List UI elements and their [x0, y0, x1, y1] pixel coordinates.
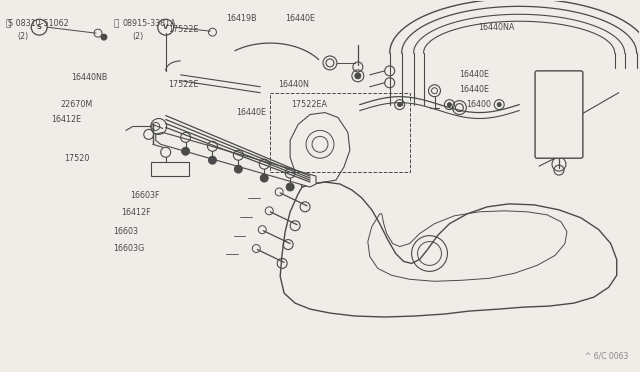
Text: 16440N: 16440N — [278, 80, 310, 89]
Text: Ⓥ: Ⓥ — [114, 19, 119, 28]
Text: 16440NB: 16440NB — [72, 73, 108, 81]
Circle shape — [286, 183, 294, 191]
Circle shape — [567, 149, 571, 153]
Text: 16603F: 16603F — [130, 191, 159, 200]
Text: 16603G: 16603G — [113, 244, 144, 253]
Text: (2): (2) — [132, 32, 143, 41]
Text: S: S — [36, 24, 42, 30]
Text: 08915-3381A: 08915-3381A — [122, 19, 176, 28]
Text: S 08310-51062: S 08310-51062 — [8, 19, 68, 28]
Bar — [151, 162, 189, 176]
Circle shape — [497, 103, 501, 107]
Circle shape — [209, 156, 216, 164]
Circle shape — [182, 147, 189, 155]
Text: ^ 6/C 0063: ^ 6/C 0063 — [585, 352, 628, 361]
Circle shape — [447, 103, 451, 107]
Text: 17522EA: 17522EA — [291, 100, 327, 109]
Text: 16440E: 16440E — [459, 70, 489, 78]
Polygon shape — [156, 132, 316, 187]
Text: 17522E: 17522E — [168, 80, 199, 89]
Text: V: V — [163, 24, 168, 30]
Text: 22670M: 22670M — [60, 100, 92, 109]
FancyBboxPatch shape — [535, 71, 583, 158]
Circle shape — [260, 174, 268, 182]
Circle shape — [234, 165, 243, 173]
Text: 16412F: 16412F — [121, 208, 151, 217]
Text: 16440E: 16440E — [236, 108, 266, 117]
Text: 16400: 16400 — [467, 100, 492, 109]
Text: Ⓢ: Ⓢ — [6, 19, 12, 28]
Circle shape — [355, 73, 361, 79]
Circle shape — [101, 34, 107, 40]
Text: 16440NA: 16440NA — [478, 23, 515, 32]
Circle shape — [397, 103, 402, 107]
Text: 16419B: 16419B — [226, 13, 256, 22]
Text: 17520: 17520 — [64, 154, 89, 163]
Text: 17522E: 17522E — [168, 25, 199, 34]
Text: 16440E: 16440E — [285, 13, 315, 22]
Text: 16603: 16603 — [113, 227, 138, 235]
Text: 16440E: 16440E — [459, 85, 489, 94]
Text: 16412E: 16412E — [51, 115, 81, 124]
Text: (2): (2) — [17, 32, 29, 41]
Bar — [270, 93, 410, 172]
